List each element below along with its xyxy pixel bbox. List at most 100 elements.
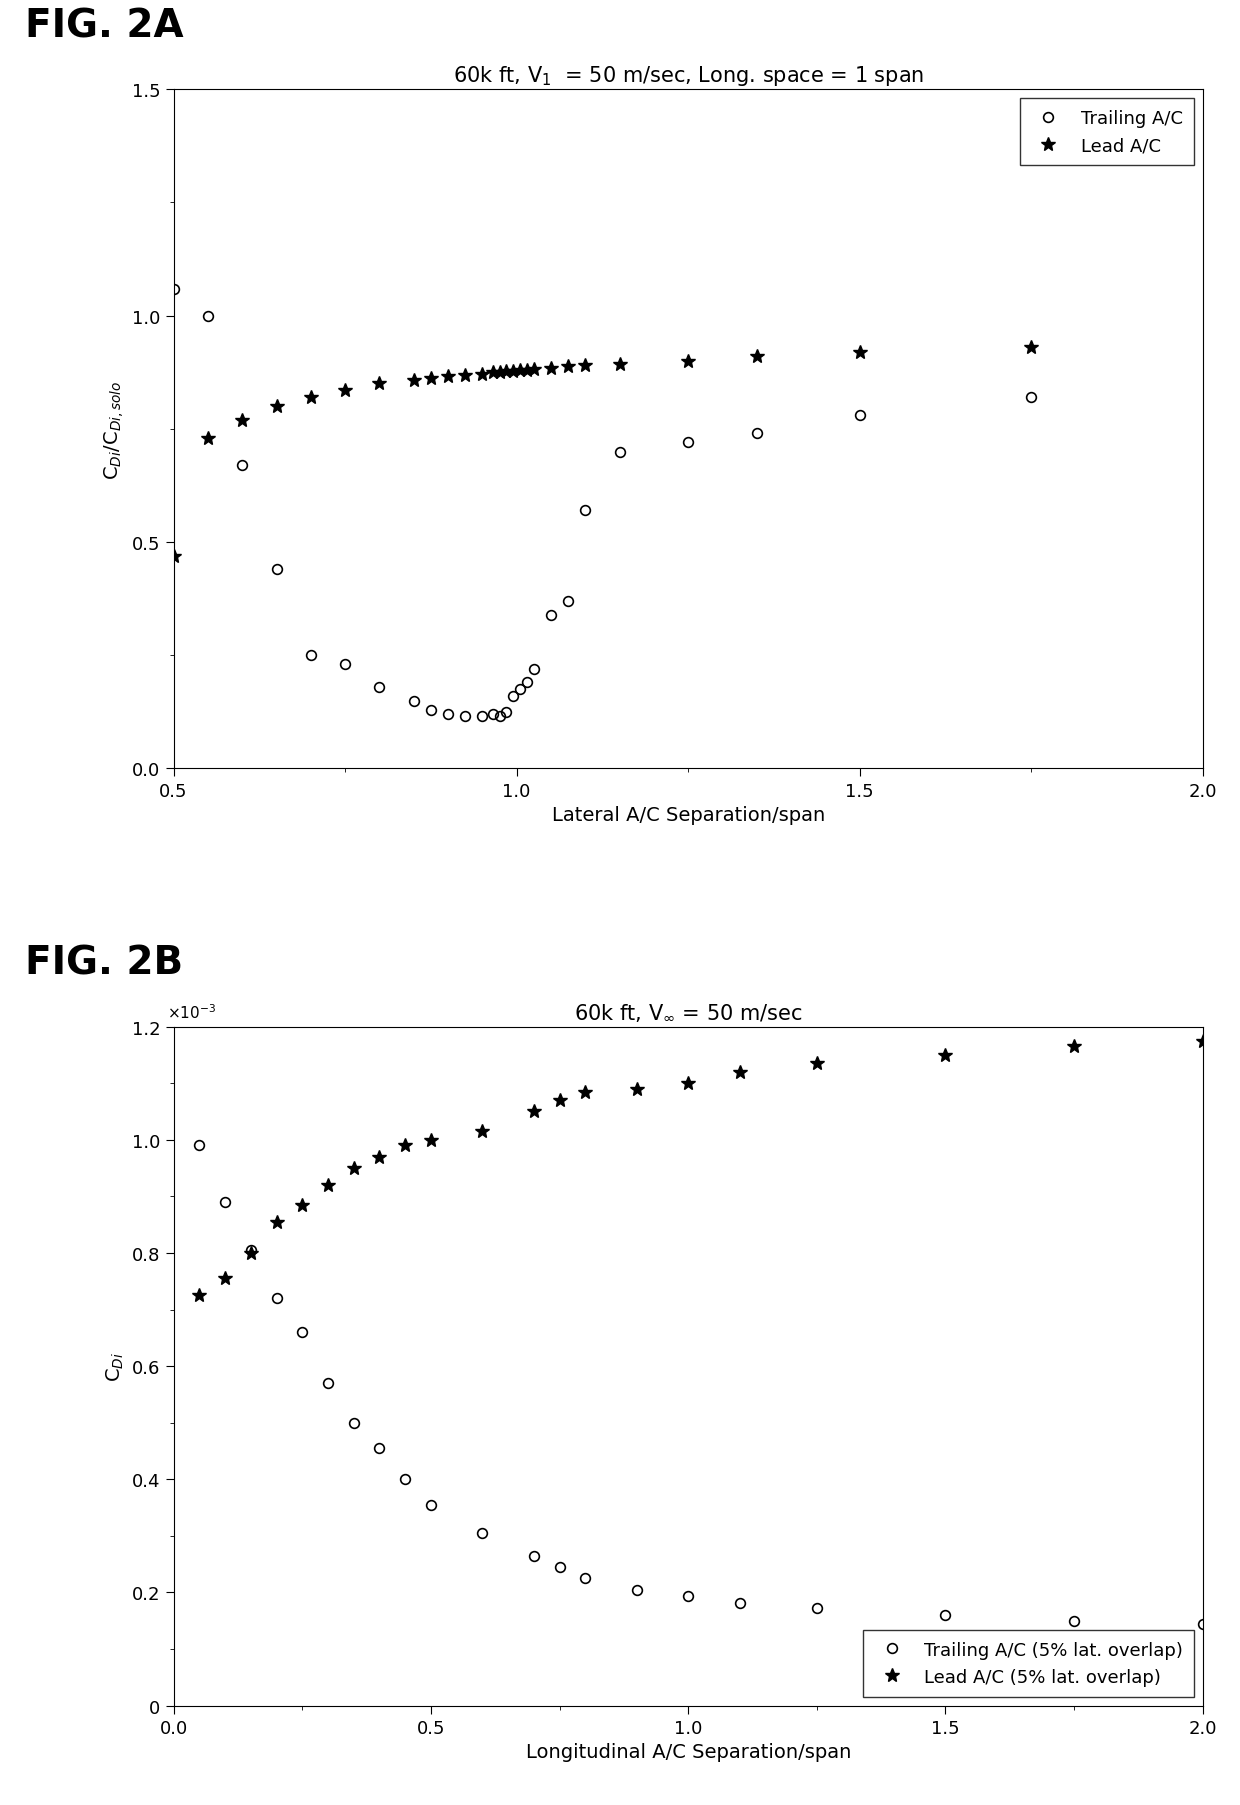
Lead A/C bbox=[1024, 338, 1039, 359]
Trailing A/C bbox=[269, 560, 284, 581]
Trailing A/C bbox=[578, 500, 593, 522]
X-axis label: Lateral A/C Separation/span: Lateral A/C Separation/span bbox=[552, 805, 825, 825]
Lead A/C bbox=[681, 350, 696, 372]
Trailing A/C (5% lat. overlap) bbox=[552, 1556, 567, 1578]
Trailing A/C (5% lat. overlap) bbox=[475, 1522, 490, 1543]
Trailing A/C bbox=[407, 690, 422, 711]
Trailing A/C bbox=[526, 659, 541, 680]
Lead A/C bbox=[234, 410, 249, 431]
Lead A/C bbox=[337, 381, 352, 403]
Trailing A/C (5% lat. overlap) bbox=[346, 1412, 361, 1433]
Legend: Trailing A/C, Lead A/C: Trailing A/C, Lead A/C bbox=[1019, 99, 1194, 166]
Trailing A/C bbox=[1024, 386, 1039, 408]
Trailing A/C (5% lat. overlap) bbox=[578, 1567, 593, 1588]
Trailing A/C bbox=[543, 605, 558, 626]
Trailing A/C bbox=[440, 704, 455, 726]
Trailing A/C (5% lat. overlap) bbox=[192, 1135, 207, 1157]
Title: 60k ft, V$_{\infty}$ = 50 m/sec: 60k ft, V$_{\infty}$ = 50 m/sec bbox=[574, 1002, 802, 1023]
Lead A/C (5% lat. overlap) bbox=[423, 1130, 439, 1152]
X-axis label: Longitudinal A/C Separation/span: Longitudinal A/C Separation/span bbox=[526, 1742, 851, 1762]
Trailing A/C bbox=[423, 699, 439, 720]
Lead A/C (5% lat. overlap) bbox=[192, 1285, 207, 1307]
Lead A/C (5% lat. overlap) bbox=[810, 1052, 825, 1074]
Trailing A/C (5% lat. overlap) bbox=[320, 1372, 335, 1393]
Lead A/C (5% lat. overlap) bbox=[937, 1045, 952, 1067]
Trailing A/C bbox=[613, 442, 627, 464]
Line: Trailing A/C: Trailing A/C bbox=[169, 285, 1037, 722]
Lead A/C (5% lat. overlap) bbox=[732, 1061, 746, 1083]
Lead A/C bbox=[407, 370, 422, 392]
Trailing A/C (5% lat. overlap) bbox=[398, 1469, 413, 1491]
Trailing A/C bbox=[458, 706, 472, 727]
Lead A/C bbox=[506, 361, 521, 383]
Lead A/C (5% lat. overlap) bbox=[243, 1242, 258, 1264]
Lead A/C bbox=[492, 361, 507, 383]
Trailing A/C (5% lat. overlap) bbox=[1066, 1610, 1081, 1632]
Lead A/C bbox=[440, 366, 455, 388]
Lead A/C bbox=[498, 361, 513, 383]
Lead A/C bbox=[485, 363, 500, 384]
Lead A/C bbox=[372, 372, 387, 393]
Title: 60k ft, V$_1$  = 50 m/sec, Long. space = 1 span: 60k ft, V$_1$ = 50 m/sec, Long. space = … bbox=[453, 63, 924, 88]
Lead A/C (5% lat. overlap) bbox=[346, 1157, 361, 1179]
Lead A/C (5% lat. overlap) bbox=[372, 1146, 387, 1168]
Trailing A/C (5% lat. overlap) bbox=[269, 1287, 284, 1309]
Lead A/C bbox=[166, 545, 181, 567]
Trailing A/C bbox=[234, 455, 249, 477]
Trailing A/C bbox=[492, 706, 507, 727]
Lead A/C (5% lat. overlap) bbox=[398, 1135, 413, 1157]
Trailing A/C bbox=[201, 305, 216, 327]
Trailing A/C bbox=[304, 644, 319, 666]
Trailing A/C bbox=[749, 424, 764, 446]
Lead A/C bbox=[512, 361, 527, 383]
Trailing A/C bbox=[166, 278, 181, 300]
Lead A/C bbox=[201, 428, 216, 449]
Text: FIG. 2B: FIG. 2B bbox=[25, 944, 184, 982]
Text: FIG. 2A: FIG. 2A bbox=[25, 7, 184, 45]
Lead A/C bbox=[543, 357, 558, 379]
Trailing A/C (5% lat. overlap) bbox=[526, 1545, 541, 1567]
Trailing A/C (5% lat. overlap) bbox=[218, 1191, 233, 1213]
Lead A/C bbox=[458, 365, 472, 386]
Y-axis label: C$_{Di}$/C$_{Di,solo}$: C$_{Di}$/C$_{Di,solo}$ bbox=[103, 381, 126, 480]
Trailing A/C bbox=[498, 702, 513, 724]
Lead A/C bbox=[526, 359, 541, 381]
Lead A/C bbox=[475, 363, 490, 384]
Trailing A/C bbox=[560, 590, 575, 612]
Lead A/C bbox=[304, 386, 319, 408]
Line: Lead A/C (5% lat. overlap): Lead A/C (5% lat. overlap) bbox=[192, 1034, 1210, 1303]
Trailing A/C bbox=[485, 704, 500, 726]
Lead A/C (5% lat. overlap) bbox=[475, 1121, 490, 1143]
Trailing A/C (5% lat. overlap) bbox=[681, 1587, 696, 1608]
Line: Lead A/C: Lead A/C bbox=[166, 341, 1038, 563]
Trailing A/C (5% lat. overlap) bbox=[810, 1597, 825, 1619]
Trailing A/C (5% lat. overlap) bbox=[423, 1495, 439, 1516]
Lead A/C bbox=[852, 341, 867, 363]
Trailing A/C bbox=[372, 677, 387, 699]
Lead A/C (5% lat. overlap) bbox=[320, 1175, 335, 1197]
Lead A/C (5% lat. overlap) bbox=[629, 1078, 645, 1099]
Text: $\times10^{-3}$: $\times10^{-3}$ bbox=[167, 1004, 217, 1022]
Lead A/C (5% lat. overlap) bbox=[681, 1072, 696, 1094]
Trailing A/C (5% lat. overlap) bbox=[243, 1240, 258, 1262]
Trailing A/C (5% lat. overlap) bbox=[937, 1605, 952, 1626]
Lead A/C bbox=[578, 356, 593, 377]
Lead A/C bbox=[613, 354, 627, 375]
Trailing A/C bbox=[512, 679, 527, 700]
Line: Trailing A/C (5% lat. overlap): Trailing A/C (5% lat. overlap) bbox=[195, 1141, 1208, 1628]
Trailing A/C bbox=[337, 653, 352, 675]
Y-axis label: C$_{Di}$: C$_{Di}$ bbox=[105, 1352, 126, 1381]
Trailing A/C bbox=[520, 671, 534, 693]
Lead A/C bbox=[560, 356, 575, 377]
Lead A/C (5% lat. overlap) bbox=[295, 1195, 310, 1217]
Trailing A/C (5% lat. overlap) bbox=[732, 1592, 746, 1614]
Lead A/C (5% lat. overlap) bbox=[269, 1211, 284, 1233]
Trailing A/C bbox=[681, 433, 696, 455]
Lead A/C (5% lat. overlap) bbox=[1195, 1031, 1210, 1052]
Lead A/C bbox=[520, 359, 534, 381]
Trailing A/C bbox=[506, 686, 521, 708]
Lead A/C (5% lat. overlap) bbox=[552, 1090, 567, 1112]
Trailing A/C (5% lat. overlap) bbox=[1195, 1614, 1210, 1635]
Trailing A/C bbox=[475, 706, 490, 727]
Lead A/C bbox=[423, 368, 439, 390]
